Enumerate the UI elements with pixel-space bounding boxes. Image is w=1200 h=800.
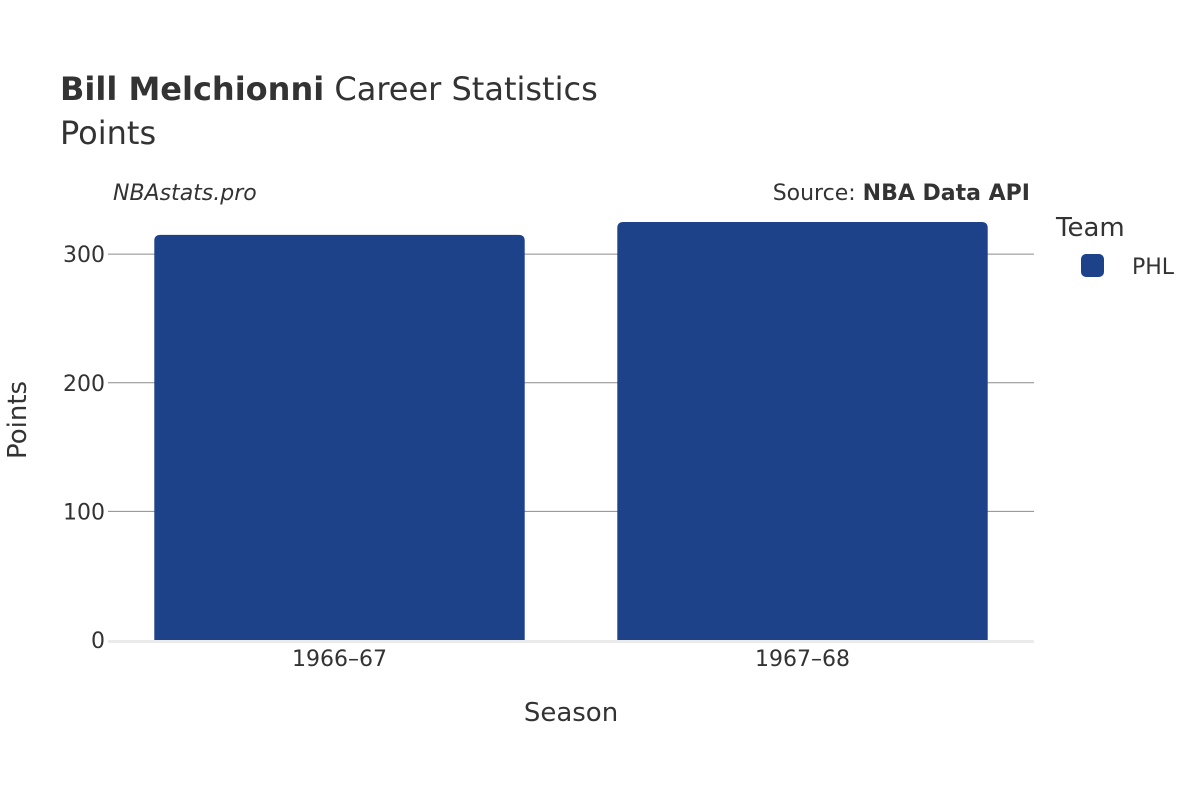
x-tick-label: 1966–67 xyxy=(292,647,387,672)
bars xyxy=(154,222,988,640)
y-tick-labels: 0 100 200 300 xyxy=(63,243,105,654)
legend-title: Team xyxy=(1055,213,1125,243)
legend-label-PHL[interactable]: PHL xyxy=(1132,255,1175,280)
legend-swatch-PHL[interactable] xyxy=(1081,254,1104,277)
source-credit: Source: NBA Data API xyxy=(773,181,1030,206)
x-tick-labels: 1966–67 1967–68 xyxy=(292,647,850,672)
bar-1967–68[interactable] xyxy=(617,222,988,640)
chart-title: Bill Melchionni Career Statistics xyxy=(60,70,598,108)
x-tick-label: 1967–68 xyxy=(755,647,850,672)
chart-subtitle: Points xyxy=(60,114,156,152)
y-axis-title: Points xyxy=(3,381,33,459)
y-tick-label: 0 xyxy=(91,629,105,654)
source-name: NBA Data API xyxy=(863,181,1030,206)
legend[interactable]: PHL xyxy=(1081,254,1175,280)
x-axis-title: Season xyxy=(524,698,618,728)
y-tick-label: 100 xyxy=(63,500,105,525)
source-prefix: Source: xyxy=(773,181,863,206)
bar-1966–67[interactable] xyxy=(154,234,525,640)
title-suffix: Career Statistics xyxy=(324,70,598,108)
watermark: NBAstats.pro xyxy=(113,181,257,206)
y-tick-label: 200 xyxy=(63,372,105,397)
y-tick-label: 300 xyxy=(63,243,105,268)
player-name: Bill Melchionni xyxy=(60,70,324,108)
